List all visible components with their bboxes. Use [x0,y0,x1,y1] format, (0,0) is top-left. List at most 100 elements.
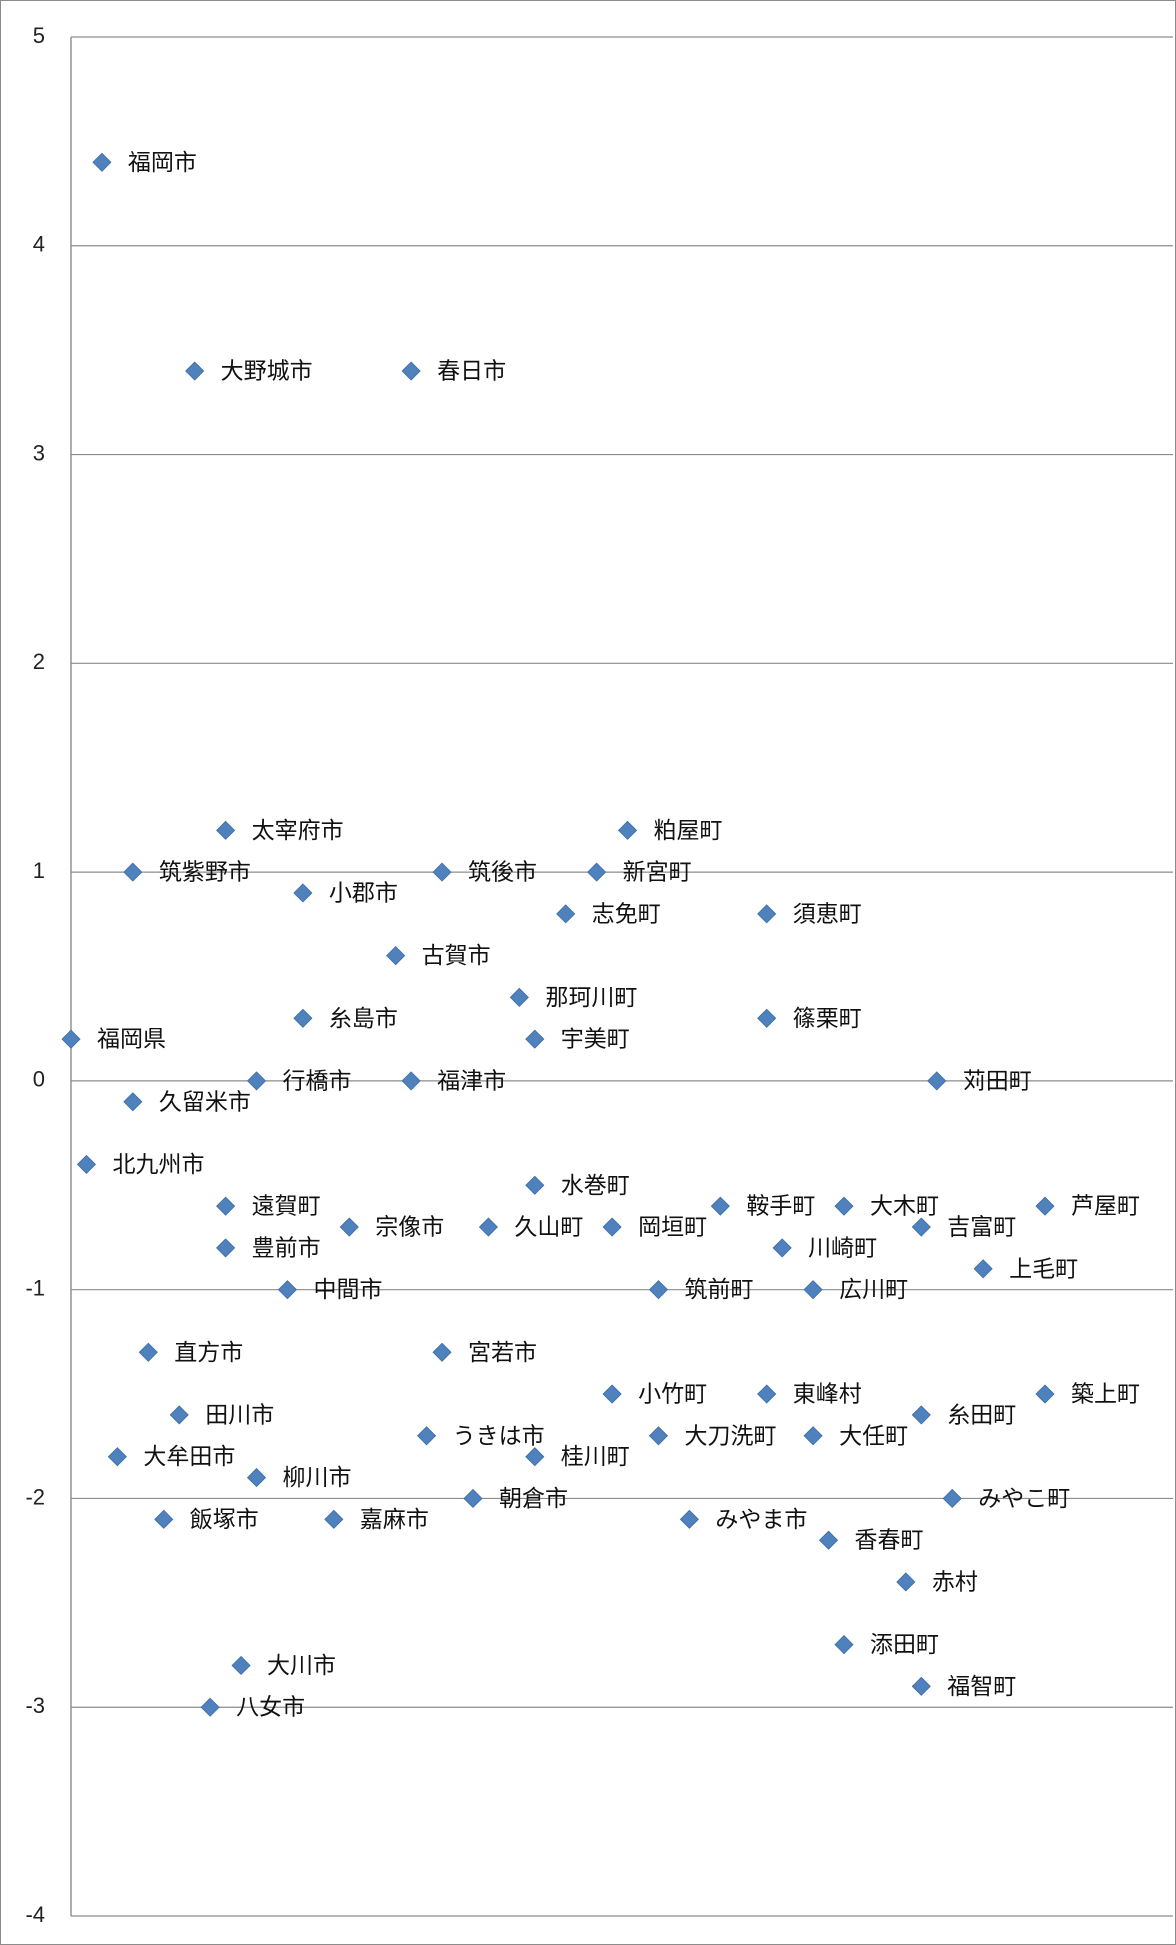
data-label-22: 水巻町 [561,1173,630,1199]
data-point-4 [617,820,638,840]
data-label-3: 太宰府市 [252,818,344,844]
data-label-57: 添田町 [870,1632,939,1658]
y-tick-label: 3 [33,440,45,465]
data-point-1 [185,361,205,381]
data-label-43: 糸田町 [947,1402,1016,1428]
data-point-49 [246,1468,267,1488]
data-point-42 [169,1405,189,1425]
data-points [61,152,1055,1717]
data-point-48 [525,1447,545,1467]
data-label-60: 八女市 [236,1695,305,1721]
data-label-11: 古賀市 [422,943,491,969]
y-tick-label: 0 [33,1067,45,1092]
data-label-30: 吉富町 [947,1215,1016,1241]
y-tick-label: 2 [33,649,45,674]
data-label-12: 那珂川町 [545,985,637,1011]
data-label-23: 遠賀町 [252,1194,321,1220]
data-label-33: 上毛町 [1009,1256,1078,1282]
data-label-53: 嘉麻市 [360,1507,429,1533]
data-point-37 [138,1342,158,1362]
y-tick-label: -1 [25,1275,45,1300]
data-label-10: 須恵町 [793,901,862,927]
data-point-17 [246,1071,267,1091]
data-point-51 [942,1488,962,1509]
data-label-58: 福智町 [947,1674,1016,1700]
data-label-9: 志免町 [592,901,661,927]
data-point-35 [648,1280,669,1300]
data-label-28: 久山町 [514,1215,583,1241]
data-label-20: 久留米市 [159,1089,251,1115]
data-point-30 [911,1217,931,1237]
data-point-28 [478,1217,498,1237]
data-label-21: 北九州市 [112,1152,204,1178]
data-label-47: 大牟田市 [143,1444,235,1470]
gridlines [71,36,1173,1917]
data-point-46 [803,1426,823,1446]
data-label-2: 春日市 [437,359,506,385]
data-label-50: 朝倉市 [499,1486,568,1512]
data-point-7 [587,862,607,882]
data-point-41 [1035,1384,1055,1404]
data-point-15 [61,1029,81,1049]
data-point-26 [1035,1196,1055,1216]
data-label-4: 粕屋町 [654,818,723,844]
data-label-54: みやま市 [715,1507,807,1533]
data-point-45 [648,1426,669,1446]
data-point-6 [432,862,452,882]
data-label-48: 桂川町 [561,1444,630,1470]
data-label-55: 香春町 [855,1528,924,1554]
data-label-27: 宗像市 [375,1215,444,1241]
data-label-26: 芦屋町 [1071,1194,1140,1220]
data-label-51: みやこ町 [978,1486,1070,1512]
data-point-50 [463,1488,483,1509]
data-point-23 [216,1196,236,1216]
y-tick-label: -3 [25,1693,45,1718]
data-point-8 [293,883,313,903]
data-point-12 [509,987,529,1007]
data-point-16 [525,1029,545,1049]
data-label-19: 苅田町 [963,1068,1032,1094]
data-label-5: 筑紫野市 [159,860,251,886]
data-point-39 [602,1384,622,1404]
data-point-32 [772,1238,792,1258]
data-point-36 [803,1280,823,1300]
data-label-49: 柳川市 [283,1465,352,1491]
data-point-0 [92,152,112,172]
data-point-18 [401,1071,421,1091]
data-label-17: 行橋市 [283,1068,352,1094]
data-label-29: 岡垣町 [638,1215,707,1241]
data-point-47 [107,1447,127,1467]
data-label-41: 築上町 [1071,1382,1140,1408]
data-point-59 [231,1655,251,1676]
data-label-18: 福津市 [437,1068,506,1094]
data-label-35: 筑前町 [684,1277,753,1303]
data-label-40: 東峰村 [793,1382,862,1408]
data-point-29 [602,1217,622,1237]
data-point-14 [757,1008,777,1028]
data-point-53 [324,1509,344,1529]
y-tick-label: 1 [33,858,45,883]
data-point-54 [679,1509,699,1529]
data-label-31: 豊前市 [252,1235,321,1261]
data-point-52 [154,1509,174,1529]
data-point-27 [339,1217,359,1237]
data-point-33 [973,1259,993,1279]
data-point-25 [834,1196,854,1216]
data-point-58 [911,1676,931,1696]
data-label-45: 大刀洗町 [684,1423,776,1449]
y-tick-label: 5 [33,23,45,48]
data-label-8: 小郡市 [329,880,398,906]
data-label-14: 篠栗町 [793,1006,862,1032]
data-point-55 [818,1530,839,1550]
data-point-24 [710,1196,730,1216]
data-point-10 [757,904,777,924]
data-point-3 [216,820,236,840]
data-point-11 [386,946,406,966]
data-point-2 [401,361,421,381]
data-point-57 [834,1635,854,1655]
data-point-22 [525,1175,545,1195]
y-tick-label: -4 [25,1902,45,1927]
data-point-60 [200,1697,220,1717]
